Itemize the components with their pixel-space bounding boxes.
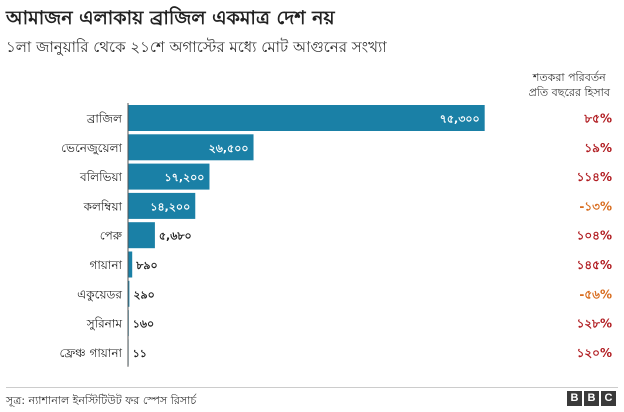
data-label: ১৭,২০০ — [165, 171, 205, 184]
bar — [128, 192, 196, 219]
bbc-logo-letter-3: C — [601, 391, 616, 406]
category-label: পেরু — [100, 229, 123, 243]
bbc-logo-letter-1: B — [567, 391, 582, 406]
data-label: ১১ — [133, 347, 147, 360]
change-percent-label: -১৩% — [579, 199, 612, 213]
category-label: ব্রাজিল — [86, 112, 123, 126]
change-percent-label: ১১৪% — [577, 170, 612, 184]
category-label: কলম্বিয়া — [83, 199, 123, 213]
change-percent-label: ১০৪% — [577, 229, 612, 243]
data-label: ২৯০ — [133, 288, 154, 301]
data-label: ১৪,২০০ — [150, 200, 190, 213]
category-label: বলিভিয়া — [79, 170, 122, 184]
category-label: ভেনেজুয়েলা — [61, 141, 122, 156]
source-note: সূত্র: ন্যাশানাল ইনস্টিটিউট ফর স্পেস রিস… — [6, 394, 197, 407]
change-percent-label: ১৪৫% — [577, 258, 612, 272]
bar — [128, 280, 130, 307]
bbc-logo: B B C — [567, 391, 616, 406]
footer-divider — [6, 387, 618, 388]
category-label: গায়ানা — [89, 258, 122, 272]
change-percent-label: ৮৫% — [583, 112, 612, 126]
category-label: ফ্রেঞ্চ গায়ানা — [59, 346, 122, 360]
change-percent-label: ১৯% — [584, 141, 612, 155]
bar — [128, 105, 485, 131]
change-column-header: শতকরা পরিবর্তন প্রতি বছরের হিসাব — [529, 70, 610, 100]
bar — [128, 251, 133, 278]
change-percent-label: ১২৮% — [577, 317, 612, 331]
change-percent-label: -৫৬% — [579, 287, 612, 301]
data-label: ২৬,৫০০ — [209, 142, 249, 155]
bbc-logo-letter-2: B — [584, 391, 599, 406]
bar-chart: ব্রাজিল ৭৫,৩০০ ৮৫% ভেনেজুয়েলা ২৬,৫০০ ১৯% বলিভ… — [59, 103, 612, 367]
change-header-line1: শতকরা পরিবর্তন — [532, 71, 606, 84]
bar — [128, 134, 254, 161]
data-label: ৮৯০ — [135, 259, 157, 272]
data-label: ৫,৬৮০ — [159, 230, 192, 243]
data-label: ৭৫,৩০০ — [440, 113, 480, 126]
change-percent-label: ১২০% — [577, 346, 612, 360]
change-header-line2: প্রতি বছরের হিসাব — [528, 86, 610, 99]
chart-title: আমাজন এলাকায় ব্রাজিল একমাত্র দেশ নয় — [6, 7, 335, 29]
data-label: ১৬০ — [133, 318, 154, 331]
category-label: একুয়েডর — [77, 287, 122, 302]
bar — [128, 222, 155, 249]
bar — [128, 163, 210, 190]
chart-subtitle: ১লা জানুয়ারি থেকে ২১শে অগাস্টের মধ্যে ম… — [6, 38, 387, 56]
category-label: সুরিনাম — [86, 317, 123, 332]
